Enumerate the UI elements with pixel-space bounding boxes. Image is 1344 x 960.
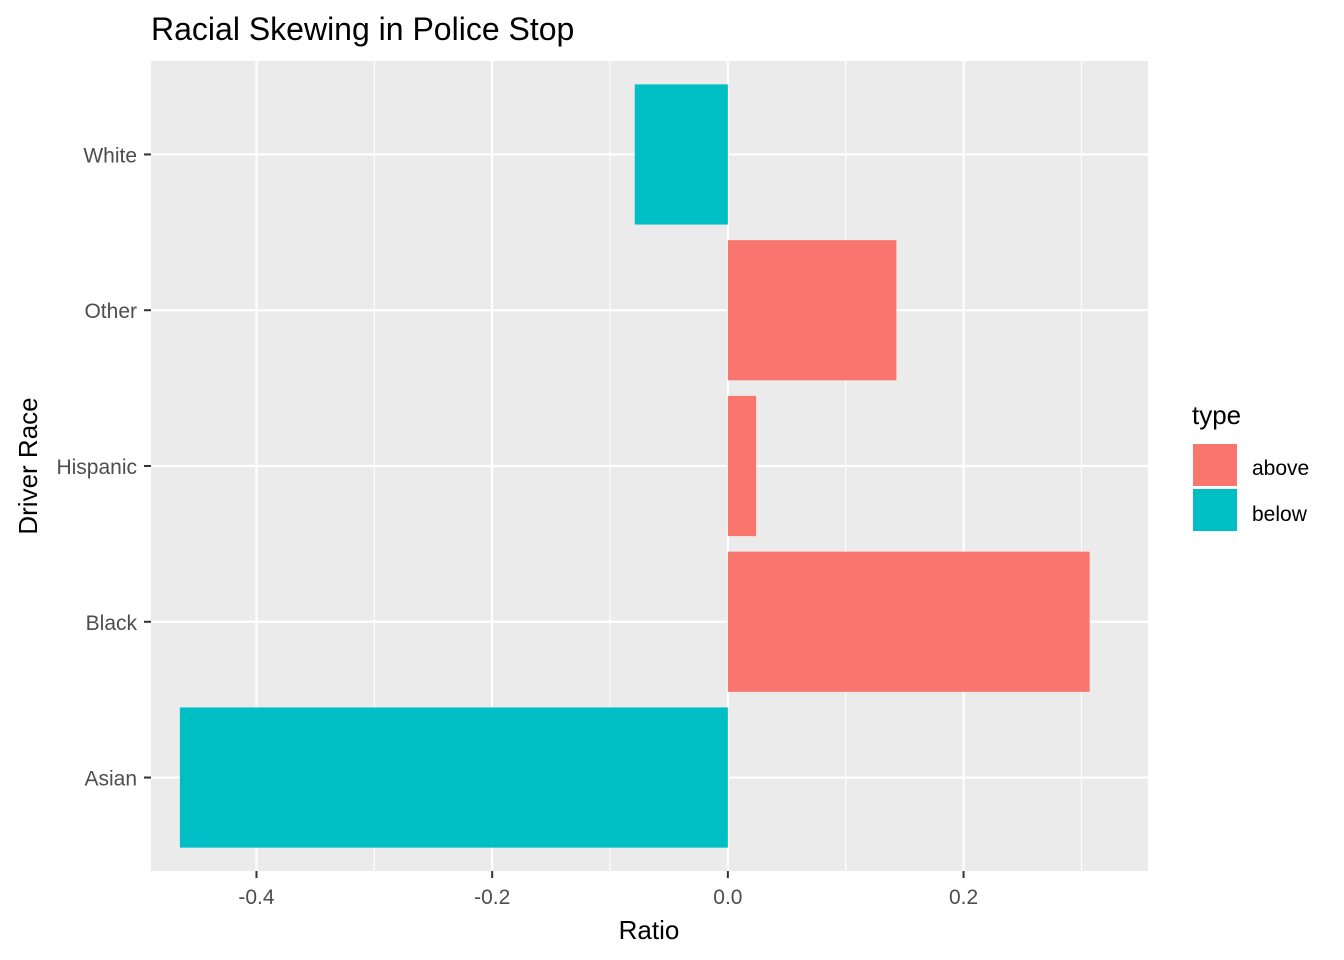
legend-label-above: above — [1252, 457, 1309, 480]
bar-asian — [179, 707, 728, 848]
bar-other — [727, 240, 897, 381]
y-tick-label: Black — [86, 612, 138, 635]
y-tick-label: Other — [84, 300, 137, 323]
x-axis-title: Ratio — [619, 915, 680, 945]
x-tick-label: 0.0 — [713, 886, 742, 909]
y-axis: Asian Black Hispanic Other White — [56, 144, 151, 791]
legend-key-above — [1193, 444, 1237, 486]
legend-title: type — [1192, 400, 1241, 430]
x-tick-label: -0.2 — [474, 886, 510, 909]
y-tick-label: Hispanic — [56, 456, 137, 479]
y-tick-label: White — [83, 144, 137, 167]
y-tick-label: Asian — [84, 768, 137, 791]
legend-label-below: below — [1252, 503, 1308, 526]
x-tick-label: 0.2 — [949, 886, 978, 909]
bar-hispanic — [727, 395, 757, 537]
legend-key-below — [1193, 489, 1237, 531]
x-tick-label: -0.4 — [238, 886, 275, 909]
bars — [179, 84, 1090, 848]
chart-title: Racial Skewing in Police Stop — [151, 11, 574, 47]
bar-white — [634, 84, 728, 225]
x-axis: -0.4 -0.2 0.0 0.2 — [238, 871, 978, 909]
y-axis-title: Driver Race — [13, 397, 43, 534]
legend: type above below — [1192, 400, 1309, 531]
bar-black — [727, 551, 1090, 692]
